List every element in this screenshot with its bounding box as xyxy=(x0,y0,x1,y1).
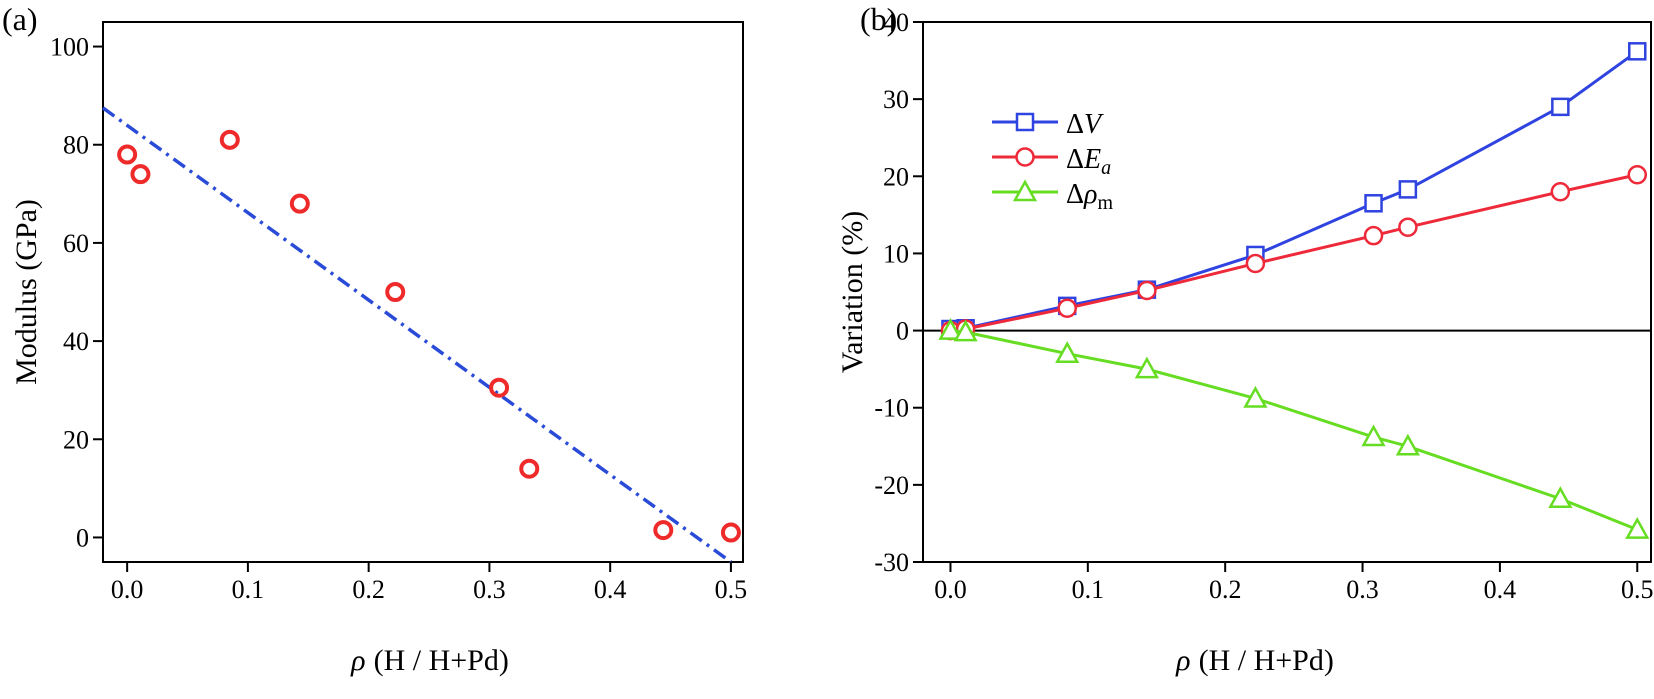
series-point-dea xyxy=(1550,181,1571,202)
legend-dv-delta: Δ xyxy=(1066,109,1084,140)
panel-1-x-tick-label: 0.4 xyxy=(1484,575,1517,604)
panel-a-x-ticks: 0.0 0.1 0.2 0.3 0.4 0.5 xyxy=(111,562,747,604)
legend-dea-delta: Δ xyxy=(1066,144,1084,175)
legend-label-dea: ΔEa xyxy=(1066,144,1111,179)
panel-0-y-tick-label: 100 xyxy=(50,33,89,62)
panel-0-x-tick-label: 0.0 xyxy=(111,575,144,604)
panel-1-y-tick-label: -30 xyxy=(874,548,909,577)
panel-b-x-axis-text: (H / H+Pd) xyxy=(1199,644,1334,677)
panel-1-y-tick-label: 40 xyxy=(883,8,909,37)
panel-1-x-tick-label: 0.2 xyxy=(1209,575,1242,604)
panel-a-data-point xyxy=(219,129,240,150)
panel-1-x-tick-label: 0.5 xyxy=(1621,575,1654,604)
series-line-dv xyxy=(950,50,1639,331)
series-point-drho xyxy=(1243,385,1268,408)
panel-0-y-tick-label: 20 xyxy=(63,425,89,454)
panel-1-y-tick-label: 30 xyxy=(883,85,909,114)
panel-a-data-point xyxy=(130,164,151,185)
panel-a-data-point xyxy=(385,282,406,302)
panel-0-x-tick-label: 0.5 xyxy=(715,575,748,604)
panel-0-y-tick-label: 80 xyxy=(63,131,89,160)
panel-a-y-axis-label: Modulus (GPa) xyxy=(10,199,43,385)
series-point-dv xyxy=(1364,194,1383,213)
panel-a: (a) 0.0 0.1 0.2 0.3 0.4 0.5 0 20 40 60 80 100 Modu… xyxy=(2,1,747,677)
series-point-drho xyxy=(938,317,963,340)
series-point-drho xyxy=(953,319,978,342)
panel-0-x-tick-label: 0.3 xyxy=(473,575,506,604)
series-point-dv xyxy=(1551,97,1570,117)
legend-swatch-marker-dv xyxy=(1015,112,1035,132)
panel-a-label: (a) xyxy=(2,1,38,37)
legend-drho-subscript: m xyxy=(1097,192,1113,214)
series-point-dea xyxy=(1363,225,1384,246)
panel-1-x-tick-label: 0.3 xyxy=(1346,575,1379,604)
legend-label-drho: Δρm xyxy=(1066,179,1113,214)
series-point-drho xyxy=(1625,517,1650,539)
legend-swatch-marker-drho xyxy=(1012,179,1038,202)
panel-b-y-ticks: -30 -20 -10 0 10 20 30 40 xyxy=(874,8,923,577)
panel-b-y-axis-label: Variation (%) xyxy=(836,211,869,373)
panel-a-data-point xyxy=(519,458,540,479)
panel-a-data-point xyxy=(117,144,138,165)
legend-dv-symbol: V xyxy=(1084,109,1104,140)
panel-b: (b) 0.0 0.1 0.2 0.3 0.4 0.5 -30 -20 -10 0 10 20 30 4… xyxy=(836,1,1654,677)
series-line-dea xyxy=(950,173,1638,333)
panel-b-plot-frame xyxy=(922,21,1652,563)
panel-a-data-point xyxy=(653,520,674,541)
series-point-dea xyxy=(1057,298,1077,318)
legend-drho-delta: Δ xyxy=(1066,179,1084,210)
series-point-dea xyxy=(1245,253,1266,274)
series-line-drho xyxy=(950,329,1638,531)
panel-b-x-axis-symbol: ρ xyxy=(1175,644,1190,677)
panel-a-x-axis-symbol: ρ xyxy=(350,644,365,677)
panel-1-y-tick-label: 10 xyxy=(883,239,909,268)
panel-b-x-axis-label: ρ (H / H+Pd) xyxy=(1175,644,1334,677)
panel-a-x-axis-text: (H / H+Pd) xyxy=(374,644,509,677)
legend-dea-subscript: a xyxy=(1101,157,1111,179)
series-point-dea xyxy=(1137,280,1157,301)
panel-1-y-tick-label: 20 xyxy=(883,162,909,191)
series-point-drho xyxy=(1548,486,1573,508)
legend-label-dv: ΔV xyxy=(1066,109,1104,140)
panel-1-x-tick-label: 0.1 xyxy=(1072,575,1105,604)
series-point-dv xyxy=(1628,42,1647,61)
panel-b-x-ticks: 0.0 0.1 0.2 0.3 0.4 0.5 xyxy=(934,562,1654,604)
panel-b-label: (b) xyxy=(860,1,897,37)
panel-a-data-point xyxy=(289,193,310,214)
panel-a-data-point xyxy=(720,522,741,543)
series-point-drho xyxy=(1361,424,1386,447)
panel-b-legend: ΔV ΔEa Δρm xyxy=(992,109,1113,214)
panel-1-y-tick-label: -10 xyxy=(874,394,909,423)
panel-a-fit-line-group xyxy=(101,106,732,564)
panel-1-y-tick-label: 0 xyxy=(896,317,909,346)
legend-dea-symbol: E xyxy=(1083,144,1101,175)
panel-1-y-tick-label: -20 xyxy=(874,471,909,500)
panel-a-y-ticks: 0 20 40 60 80 100 xyxy=(50,33,103,552)
panel-0-x-tick-label: 0.2 xyxy=(352,575,385,604)
panel-a-x-axis-label: ρ (H / H+Pd) xyxy=(350,644,509,677)
series-point-drho xyxy=(1395,433,1420,456)
panel-0-x-tick-label: 0.4 xyxy=(594,575,627,604)
panel-0-y-tick-label: 0 xyxy=(76,523,89,552)
series-point-dea xyxy=(1627,164,1648,185)
series-point-drho xyxy=(1134,356,1160,379)
series-point-dea xyxy=(1398,217,1418,237)
panel-a-fit-line xyxy=(101,106,732,564)
panel-1-x-tick-label: 0.0 xyxy=(934,575,967,604)
series-point-drho xyxy=(1055,341,1080,363)
legend-swatch-marker-dea xyxy=(1015,147,1035,167)
panel-a-plot-frame xyxy=(102,21,744,563)
panel-0-y-tick-label: 60 xyxy=(63,229,89,258)
panel-0-y-tick-label: 40 xyxy=(63,327,89,356)
legend-drho-symbol: ρ xyxy=(1083,179,1097,210)
panel-0-x-tick-label: 0.1 xyxy=(232,575,265,604)
panel-a-data-points xyxy=(117,129,741,543)
series-point-dv xyxy=(1398,180,1418,199)
panel-a-data-point xyxy=(489,377,510,398)
panel-b-series xyxy=(938,42,1650,539)
